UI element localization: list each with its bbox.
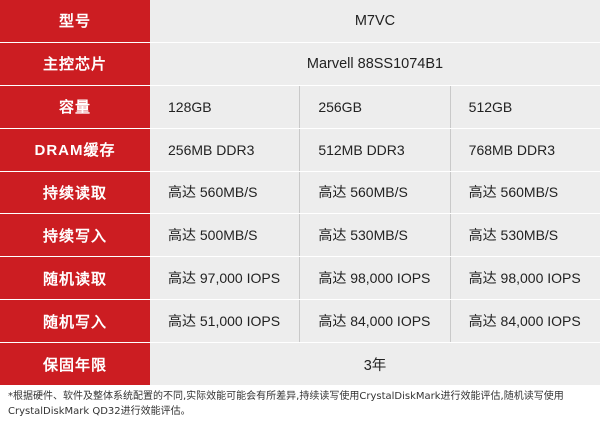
row-label-seq-read: 持续读取 bbox=[0, 171, 150, 214]
seq-read-value: 高达 560MB/S bbox=[450, 171, 600, 214]
row-values-seq-read: 高达 560MB/S 高达 560MB/S 高达 560MB/S bbox=[150, 171, 600, 214]
row-values-controller: Marvell 88SS1074B1 bbox=[150, 42, 600, 85]
dram-value: 768MB DDR3 bbox=[450, 128, 600, 171]
rand-read-value: 高达 97,000 IOPS bbox=[150, 257, 300, 300]
row-label-rand-read: 随机读取 bbox=[0, 257, 150, 300]
warranty-value: 3年 bbox=[150, 343, 600, 385]
row-label-rand-write: 随机写入 bbox=[0, 300, 150, 343]
rand-read-value: 高达 98,000 IOPS bbox=[450, 257, 600, 300]
controller-value: Marvell 88SS1074B1 bbox=[150, 42, 600, 85]
row-values-warranty: 3年 bbox=[150, 343, 600, 385]
dram-value: 256MB DDR3 bbox=[150, 128, 300, 171]
spec-table: 型号 M7VC 主控芯片 Marvell 88SS1074B1 容量 128GB… bbox=[0, 0, 600, 385]
capacity-value: 128GB bbox=[150, 85, 300, 128]
row-values-rand-write: 高达 51,000 IOPS 高达 84,000 IOPS 高达 84,000 … bbox=[150, 300, 600, 343]
seq-write-value: 高达 500MB/S bbox=[150, 214, 300, 257]
row-values-model: M7VC bbox=[150, 0, 600, 42]
row-label-seq-write: 持续写入 bbox=[0, 214, 150, 257]
row-label-controller: 主控芯片 bbox=[0, 42, 150, 85]
row-values-dram: 256MB DDR3 512MB DDR3 768MB DDR3 bbox=[150, 128, 600, 171]
seq-write-value: 高达 530MB/S bbox=[300, 214, 450, 257]
model-value: M7VC bbox=[150, 0, 600, 42]
rand-read-value: 高达 98,000 IOPS bbox=[300, 257, 450, 300]
capacity-value: 512GB bbox=[450, 85, 600, 128]
row-values-capacity: 128GB 256GB 512GB bbox=[150, 85, 600, 128]
dram-value: 512MB DDR3 bbox=[300, 128, 450, 171]
row-label-warranty: 保固年限 bbox=[0, 343, 150, 385]
seq-read-value: 高达 560MB/S bbox=[150, 171, 300, 214]
rand-write-value: 高达 84,000 IOPS bbox=[450, 300, 600, 343]
seq-write-value: 高达 530MB/S bbox=[450, 214, 600, 257]
capacity-value: 256GB bbox=[300, 85, 450, 128]
rand-write-value: 高达 51,000 IOPS bbox=[150, 300, 300, 343]
row-values-seq-write: 高达 500MB/S 高达 530MB/S 高达 530MB/S bbox=[150, 214, 600, 257]
row-values-rand-read: 高达 97,000 IOPS 高达 98,000 IOPS 高达 98,000 … bbox=[150, 257, 600, 300]
row-label-model: 型号 bbox=[0, 0, 150, 42]
row-label-capacity: 容量 bbox=[0, 85, 150, 128]
row-label-dram: DRAM缓存 bbox=[0, 128, 150, 171]
footnote: *根据硬件、软件及整体系统配置的不同,实际效能可能会有所差异,持续读写使用Cry… bbox=[8, 391, 564, 417]
rand-write-value: 高达 84,000 IOPS bbox=[300, 300, 450, 343]
seq-read-value: 高达 560MB/S bbox=[300, 171, 450, 214]
